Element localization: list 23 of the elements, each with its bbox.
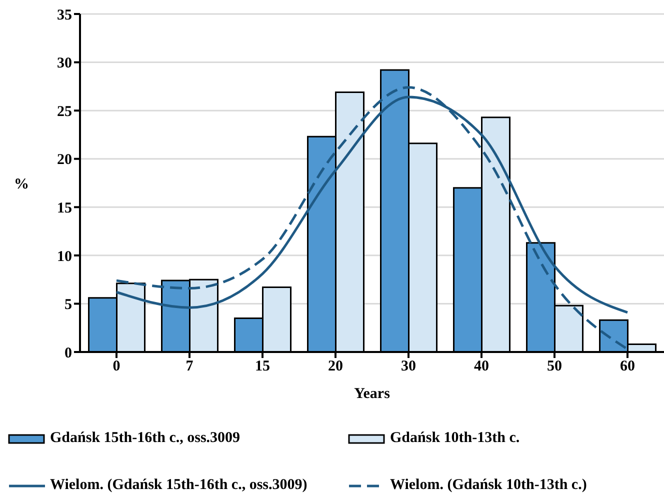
line-series bbox=[115, 86, 629, 350]
y-tick-label: 10 bbox=[57, 248, 72, 265]
y-tick-label: 25 bbox=[57, 104, 72, 120]
y-tick-label: 5 bbox=[64, 297, 72, 314]
x-tick-label: 50 bbox=[547, 358, 562, 375]
x-tick-label: 40 bbox=[474, 358, 489, 375]
legend-label: Gdańsk 10th-13th c. bbox=[390, 430, 520, 447]
y-tick-label: 0 bbox=[64, 345, 72, 362]
legend-label: Gdańsk 15th-16th c., oss.3009 bbox=[50, 430, 240, 447]
x-axis-title: Years bbox=[354, 386, 390, 402]
x-tick-label: 20 bbox=[328, 358, 343, 375]
legend-label: Wielom. (Gdańsk 15th-16th c., oss.3009) bbox=[50, 477, 308, 494]
x-tick-label: 15 bbox=[255, 358, 270, 375]
legend-label: Wielom. (Gdańsk 10th-13th c.) bbox=[390, 477, 587, 494]
y-axis-title: % bbox=[14, 176, 29, 192]
x-tick-label: 7 bbox=[186, 358, 194, 375]
y-tick-label: 30 bbox=[57, 56, 72, 72]
x-tick-label: 0 bbox=[112, 358, 120, 375]
y-tick-label: 35 bbox=[57, 7, 72, 24]
x-tick-label: 30 bbox=[401, 358, 416, 375]
y-tick-label: 20 bbox=[57, 152, 72, 168]
y-tick-label: 15 bbox=[57, 200, 72, 216]
x-tick-label: 60 bbox=[620, 358, 635, 375]
